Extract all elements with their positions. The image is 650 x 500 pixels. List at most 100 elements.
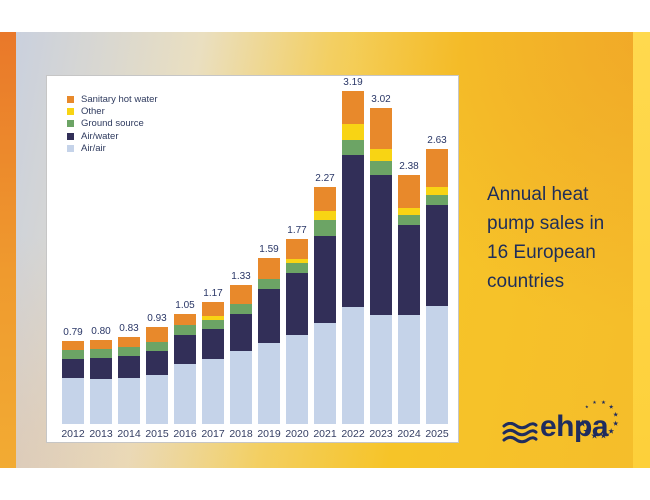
bar-segment-air-water: [342, 155, 364, 307]
right-accent-strip: [633, 32, 650, 468]
bar-segment-ground-source: [230, 304, 252, 315]
legend-row: Air/air: [67, 143, 158, 155]
bar-segment-sanitary-hot-water: [146, 326, 168, 342]
x-axis-year-label: 2018: [229, 428, 253, 440]
bar-segment-sanitary-hot-water: [118, 337, 140, 348]
legend-label: Ground source: [81, 118, 144, 130]
bar-segment-air-water: [258, 289, 280, 343]
x-axis-year-label: 2025: [425, 428, 449, 440]
bar-segment-sanitary-hot-water: [258, 257, 280, 280]
legend-label: Sanitary hot water: [81, 93, 158, 105]
bar-segment-other: [202, 316, 224, 320]
stacked-bar-2023: [370, 108, 392, 424]
bar-segment-air-water: [202, 328, 224, 360]
bar-segment-ground-source: [342, 139, 364, 156]
x-axis-year-label: 2021: [313, 428, 337, 440]
bar-segment-other: [426, 186, 448, 195]
bar-segment-air-air: [230, 350, 252, 424]
bar-segment-sanitary-hot-water: [398, 175, 420, 208]
bar-segment-ground-source: [174, 325, 196, 336]
bar-segment-sanitary-hot-water: [90, 340, 112, 349]
bar-segment-ground-source: [398, 214, 420, 226]
bar-segment-air-water: [286, 272, 308, 336]
bar-segment-air-water: [118, 356, 140, 379]
bar-segment-sanitary-hot-water: [62, 341, 84, 350]
bar-segment-air-water: [398, 225, 420, 316]
legend-row: Ground source: [67, 118, 158, 130]
x-axis-year-label: 2016: [173, 428, 197, 440]
bar-segment-air-air: [314, 322, 336, 424]
bar-segment-ground-source: [118, 347, 140, 357]
bar-segment-sanitary-hot-water: [370, 108, 392, 150]
ehpa-logo: ehpa: [500, 396, 645, 458]
bar-total-label: 1.33: [231, 271, 251, 283]
bar-segment-ground-source: [202, 319, 224, 329]
legend-swatch-icon: [67, 108, 74, 116]
ehpa-wordmark: ehpa: [540, 410, 609, 443]
bar-total-label: 1.59: [259, 243, 279, 255]
x-axis-year-label: 2015: [145, 428, 169, 440]
bar-total-label: 0.80: [91, 326, 111, 338]
bar-segment-ground-source: [146, 341, 168, 351]
bar-total-label: 0.83: [119, 323, 139, 335]
legend-row: Other: [67, 105, 158, 117]
x-axis-year-label: 2022: [341, 428, 365, 440]
bar-segment-air-water: [174, 335, 196, 364]
bar-total-label: 0.79: [63, 327, 83, 339]
x-axis-year-label: 2019: [257, 428, 281, 440]
stacked-bar-2018: [230, 285, 252, 424]
legend-swatch-icon: [67, 95, 74, 103]
bar-segment-other: [342, 124, 364, 140]
stacked-bar-2021: [314, 186, 336, 424]
bar-segment-air-air: [202, 359, 224, 424]
stacked-bar-2017: [202, 301, 224, 424]
x-axis-year-label: 2013: [89, 428, 113, 440]
bar-total-label: 3.02: [371, 94, 391, 106]
bar-total-label: 3.19: [343, 76, 363, 88]
stacked-bar-2014: [118, 337, 140, 424]
legend-swatch-icon: [67, 145, 74, 153]
bar-segment-ground-source: [314, 220, 336, 236]
bar-segment-air-water: [314, 235, 336, 323]
bar-segment-other: [370, 149, 392, 161]
bar-segment-sanitary-hot-water: [286, 239, 308, 259]
bar-total-label: 0.93: [147, 312, 167, 324]
legend-swatch-icon: [67, 132, 74, 140]
legend-swatch-icon: [67, 120, 74, 128]
bar-segment-air-air: [146, 374, 168, 424]
legend-row: Air/water: [67, 130, 158, 142]
bar-segment-other: [398, 207, 420, 215]
bar-segment-air-water: [230, 314, 252, 351]
bar-segment-ground-source: [90, 348, 112, 359]
bar-segment-other: [314, 210, 336, 221]
bar-segment-air-water: [426, 204, 448, 306]
bar-segment-ground-source: [258, 279, 280, 290]
bar-segment-ground-source: [426, 194, 448, 205]
bar-segment-air-air: [258, 342, 280, 424]
bar-segment-air-air: [342, 306, 364, 424]
bar-total-label: 2.63: [427, 135, 447, 147]
bar-segment-sanitary-hot-water: [342, 90, 364, 125]
bar-segment-air-air: [62, 378, 84, 424]
bar-segment-sanitary-hot-water: [174, 314, 196, 326]
x-axis-year-label: 2012: [61, 428, 85, 440]
stacked-bar-2024: [398, 175, 420, 424]
bar-segment-sanitary-hot-water: [314, 186, 336, 211]
stacked-bar-2022: [342, 90, 364, 424]
legend-label: Air/water: [81, 130, 119, 142]
x-axis-year-label: 2020: [285, 428, 309, 440]
legend-label: Air/air: [81, 143, 106, 155]
x-axis-year-label: 2023: [369, 428, 393, 440]
bar-segment-air-air: [118, 378, 140, 424]
bar-segment-air-water: [90, 358, 112, 380]
bar-segment-ground-source: [62, 349, 84, 359]
bar-plot: 0.79 2012 0.80 2013 0.83 2014 0.93 2015 1.05 2016…: [47, 76, 458, 442]
bar-segment-air-water: [146, 350, 168, 375]
x-axis-year-label: 2024: [397, 428, 421, 440]
bar-segment-air-air: [286, 335, 308, 424]
bar-segment-air-water: [370, 175, 392, 316]
stacked-bar-2012: [62, 341, 84, 424]
stacked-bar-2016: [174, 314, 196, 424]
bar-segment-ground-source: [370, 160, 392, 176]
